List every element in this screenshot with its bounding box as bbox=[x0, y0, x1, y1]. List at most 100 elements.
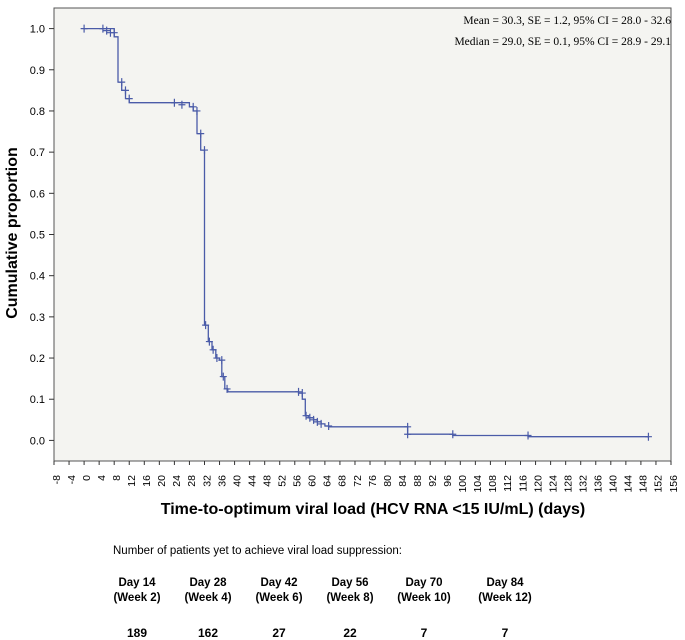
x-tick-label: 72 bbox=[352, 475, 364, 487]
risk-table-title: Number of patients yet to achieve viral … bbox=[113, 545, 402, 557]
x-tick-label: 120 bbox=[532, 475, 544, 493]
x-tick-label: 88 bbox=[412, 475, 424, 487]
y-tick-label: 0.9 bbox=[30, 65, 45, 77]
annotation-median: Median = 29.0, SE = 0.1, 95% CI = 28.9 -… bbox=[454, 36, 671, 48]
censor-mark bbox=[80, 24, 88, 33]
x-tick-label: 52 bbox=[277, 475, 289, 487]
risk-week: (Week 4) bbox=[184, 592, 232, 604]
x-tick-label: 108 bbox=[487, 475, 499, 493]
x-tick-label: 76 bbox=[367, 475, 379, 487]
x-tick-label: 16 bbox=[141, 475, 153, 487]
censor-marks bbox=[80, 24, 652, 441]
risk-day: Day 84 bbox=[486, 577, 524, 589]
risk-week: (Week 12) bbox=[478, 592, 532, 604]
censor-mark bbox=[202, 321, 210, 330]
x-tick-label: 96 bbox=[442, 475, 454, 487]
censor-mark bbox=[325, 421, 333, 430]
y-tick-label: 0.2 bbox=[30, 353, 45, 365]
risk-column: Day 28 (Week 4) 162 bbox=[168, 576, 248, 640]
x-tick-label: 0 bbox=[81, 475, 93, 481]
y-tick-label: 0.3 bbox=[30, 312, 45, 324]
risk-column: Day 56 (Week 8) 22 bbox=[310, 576, 390, 640]
censor-mark bbox=[219, 372, 227, 381]
x-tick-label: 24 bbox=[171, 475, 183, 487]
censor-mark bbox=[295, 387, 303, 396]
x-tick-label: 128 bbox=[562, 475, 574, 493]
x-tick-label: 28 bbox=[186, 475, 198, 487]
risk-day: Day 42 bbox=[260, 577, 298, 589]
censor-mark bbox=[121, 86, 129, 95]
x-tick-label: 4 bbox=[96, 475, 108, 481]
x-tick-label: 104 bbox=[472, 475, 484, 493]
censor-mark bbox=[197, 129, 205, 138]
y-tick-label: 0.1 bbox=[30, 394, 45, 406]
x-tick-label: -8 bbox=[51, 475, 63, 484]
censor-mark bbox=[110, 28, 118, 37]
x-tick-label: 44 bbox=[246, 475, 258, 487]
risk-count: 7 bbox=[420, 626, 428, 640]
risk-count: 162 bbox=[197, 626, 219, 640]
censor-mark bbox=[178, 100, 186, 109]
x-tick-label: 92 bbox=[427, 475, 439, 487]
censor-mark bbox=[302, 411, 310, 420]
x-tick-label: 56 bbox=[292, 475, 304, 487]
x-tick-label: 140 bbox=[608, 475, 620, 493]
x-tick-label: 144 bbox=[623, 475, 635, 493]
x-tick-label: 100 bbox=[457, 475, 469, 493]
risk-count: 7 bbox=[501, 626, 509, 640]
censor-mark bbox=[125, 94, 133, 103]
x-axis-ticks: -8 -4 0 4 8 12 16 20 24 28 32 36 40 44 48 52 56 60 64 68 72 7… bbox=[51, 461, 680, 493]
risk-column: Day 70 (Week 10) 7 bbox=[384, 576, 464, 640]
km-chart: 0.00.10.20.30.40.50.60.70.80.91.0 -8 -4 0 4… bbox=[4, 7, 680, 518]
x-tick-label: 136 bbox=[593, 475, 605, 493]
x-tick-label: 64 bbox=[322, 475, 334, 487]
censor-mark bbox=[306, 413, 314, 422]
censor-mark bbox=[310, 415, 318, 424]
x-tick-label: -4 bbox=[66, 475, 78, 484]
risk-column: Day 84 (Week 12) 7 bbox=[465, 576, 545, 640]
censor-mark bbox=[103, 26, 111, 35]
y-axis-ticks: 0.0 0.1 0.2 0.3 0.4 0.5 0.6 0.7 0.8 0.9 1.0 bbox=[30, 24, 54, 447]
censor-mark bbox=[449, 430, 457, 439]
risk-day: Day 28 bbox=[189, 577, 227, 589]
censor-mark bbox=[118, 78, 126, 87]
x-tick-label: 124 bbox=[547, 475, 559, 493]
annotation-mean: Mean = 30.3, SE = 1.2, 95% CI = 28.0 - 3… bbox=[463, 15, 671, 27]
x-tick-label: 40 bbox=[231, 475, 243, 487]
risk-day: Day 70 bbox=[405, 577, 443, 589]
risk-day: Day 56 bbox=[331, 577, 369, 589]
y-tick-label: 0.4 bbox=[30, 271, 45, 283]
risk-day: Day 14 bbox=[118, 577, 156, 589]
censor-mark bbox=[223, 384, 231, 393]
y-tick-label: 0.5 bbox=[30, 230, 45, 242]
risk-week: (Week 8) bbox=[326, 592, 374, 604]
x-tick-label: 8 bbox=[111, 475, 123, 481]
censor-mark bbox=[404, 422, 412, 431]
censor-mark bbox=[209, 345, 217, 354]
risk-count: 189 bbox=[126, 626, 148, 640]
x-tick-label: 80 bbox=[382, 475, 394, 487]
censor-mark bbox=[170, 98, 178, 107]
censor-mark bbox=[404, 430, 412, 439]
x-axis-label: Time-to-optimum viral load (HCV RNA <15 … bbox=[161, 501, 586, 518]
y-tick-label: 0.6 bbox=[30, 188, 45, 200]
censor-mark bbox=[99, 24, 107, 33]
x-tick-label: 36 bbox=[216, 475, 228, 487]
x-tick-label: 132 bbox=[577, 475, 589, 493]
x-tick-label: 60 bbox=[307, 475, 319, 487]
y-tick-label: 1.0 bbox=[30, 24, 45, 36]
y-axis-label: Cumulative proportion bbox=[4, 147, 21, 319]
censor-mark bbox=[313, 417, 321, 426]
x-tick-label: 156 bbox=[668, 475, 680, 493]
censor-mark bbox=[524, 431, 532, 440]
risk-count: 27 bbox=[272, 626, 286, 640]
x-tick-label: 112 bbox=[502, 475, 514, 492]
y-tick-label: 0.7 bbox=[30, 147, 45, 159]
censor-mark bbox=[193, 106, 201, 115]
risk-week: (Week 6) bbox=[255, 592, 303, 604]
x-tick-label: 32 bbox=[201, 475, 213, 487]
x-tick-label: 148 bbox=[638, 475, 650, 493]
censor-mark bbox=[213, 354, 221, 363]
censor-mark bbox=[189, 102, 197, 111]
censor-mark bbox=[200, 146, 208, 155]
